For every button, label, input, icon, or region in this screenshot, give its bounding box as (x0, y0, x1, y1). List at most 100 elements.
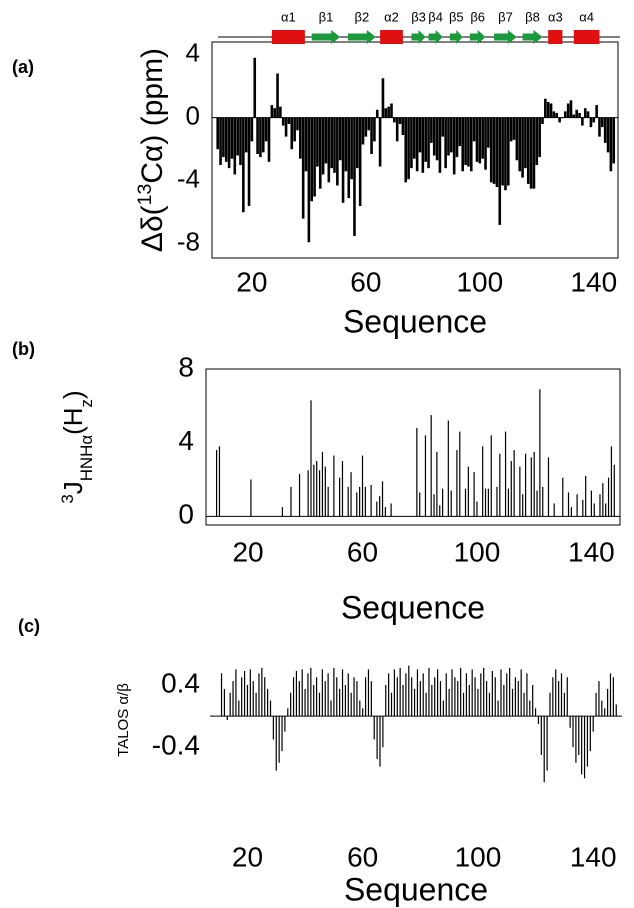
bar (341, 461, 344, 517)
bar (578, 716, 580, 755)
bar (310, 667, 312, 717)
bar (356, 117, 359, 169)
bar (529, 117, 533, 189)
bar (310, 400, 312, 517)
bar (566, 103, 570, 118)
bar (367, 117, 371, 131)
helix-block (573, 30, 600, 44)
bar (232, 681, 234, 717)
bar (422, 673, 424, 717)
bar (339, 477, 341, 517)
x-tick-label: 60 (347, 841, 378, 872)
bar (415, 117, 419, 172)
bar (586, 111, 590, 118)
bar (595, 692, 597, 717)
bar (244, 117, 248, 153)
bar (604, 708, 606, 717)
bar (535, 117, 539, 165)
bar (353, 117, 356, 236)
bar (419, 492, 421, 517)
bar (367, 669, 370, 717)
bar (593, 503, 595, 517)
bar (583, 108, 587, 118)
bar (476, 501, 478, 517)
bar (615, 704, 617, 717)
bar (390, 692, 393, 717)
bar (534, 708, 537, 717)
bar (359, 486, 361, 517)
bar (387, 106, 390, 118)
bar (252, 681, 254, 717)
bar (607, 477, 610, 517)
bar (233, 117, 237, 175)
bar (578, 112, 581, 118)
bar (290, 486, 292, 517)
bar (264, 117, 268, 142)
bar (431, 685, 433, 717)
bar (492, 117, 496, 184)
bar (546, 101, 550, 118)
bar (235, 669, 237, 717)
x-axis-title: Sequence (343, 303, 487, 339)
bar (295, 671, 298, 717)
bar (518, 117, 522, 172)
bar (455, 117, 459, 158)
bar (304, 117, 308, 172)
bar (495, 117, 499, 188)
bar (547, 457, 550, 517)
bar (370, 485, 372, 517)
bar (227, 117, 231, 169)
bar (416, 669, 419, 717)
bar (460, 667, 462, 717)
bar (563, 692, 565, 717)
strand-arrow (311, 30, 341, 44)
x-tick-label: 60 (350, 266, 381, 297)
bar (224, 117, 228, 162)
x-tick-label: 20 (232, 841, 263, 872)
structure-label: β6 (470, 9, 485, 24)
bar (398, 117, 402, 124)
bar (496, 486, 498, 517)
bar (376, 716, 378, 759)
bar (489, 117, 493, 183)
bar (499, 453, 501, 517)
bar (569, 100, 573, 118)
bar (376, 501, 378, 517)
panel-label: (a) (12, 57, 34, 77)
bar (338, 117, 342, 161)
strand-arrow (428, 30, 443, 44)
bar (281, 117, 285, 126)
bar (318, 692, 321, 717)
bar (226, 716, 228, 720)
bar (381, 78, 385, 118)
bar (511, 688, 514, 717)
bar (509, 667, 511, 717)
bar (250, 117, 254, 142)
x-tick-label: 140 (570, 841, 617, 872)
bar (220, 673, 223, 717)
bar (229, 692, 231, 717)
bar (437, 669, 439, 717)
bar (576, 494, 578, 517)
bar (370, 117, 373, 154)
bar (316, 461, 318, 517)
bar (324, 466, 326, 517)
bar (582, 499, 584, 517)
bar (259, 117, 262, 158)
bar (313, 464, 315, 517)
bar (444, 117, 447, 169)
bar (301, 117, 305, 219)
y-tick-label: 8 (178, 351, 194, 382)
bar (612, 677, 614, 717)
bar (270, 105, 274, 118)
bar (451, 669, 453, 717)
bar (307, 470, 309, 517)
bar (292, 677, 295, 717)
bar (567, 492, 570, 517)
bar (538, 117, 541, 158)
bar (396, 677, 398, 717)
bar (472, 117, 476, 142)
bar (575, 109, 578, 118)
bar (341, 669, 344, 717)
bar (425, 692, 427, 717)
